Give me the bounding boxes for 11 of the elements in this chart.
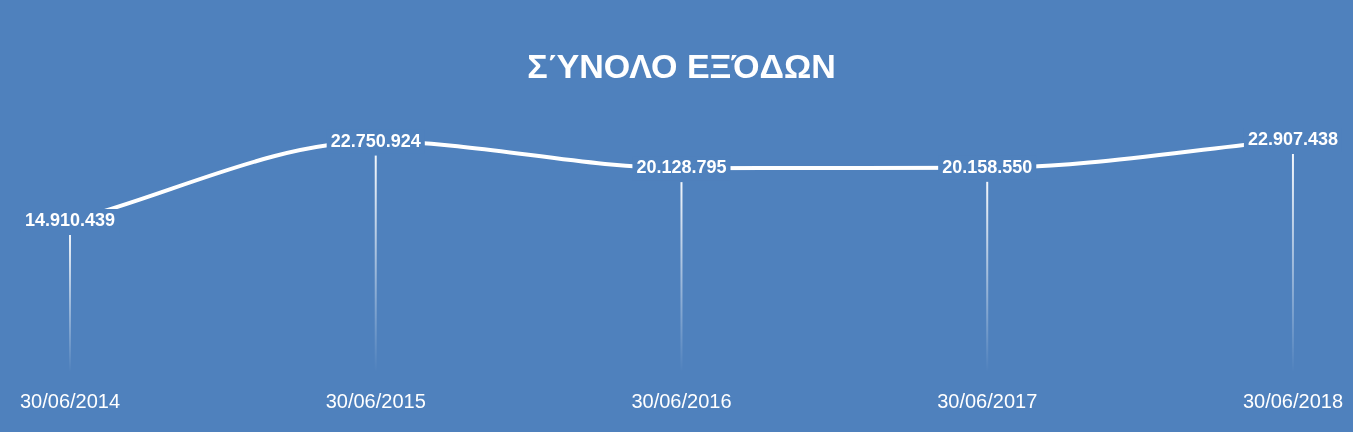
data-label: 22.750.924: [330, 130, 421, 151]
data-label: 14.910.439: [24, 209, 116, 230]
x-tick-label: 30/06/2014: [19, 389, 121, 412]
x-tick-label: 30/06/2017: [937, 389, 1038, 412]
data-label: 20.128.795: [636, 157, 727, 178]
x-tick-label: 30/06/2016: [631, 389, 732, 412]
data-label: 20.158.550: [942, 156, 1033, 177]
chart-title: ΣΎΝΟΛΟ ΕΞΌΔΩΝ: [527, 46, 836, 85]
x-tick-label: 30/06/2018: [1242, 389, 1344, 412]
x-tick-label: 30/06/2015: [325, 389, 426, 412]
data-label: 22.907.438: [1247, 128, 1338, 149]
